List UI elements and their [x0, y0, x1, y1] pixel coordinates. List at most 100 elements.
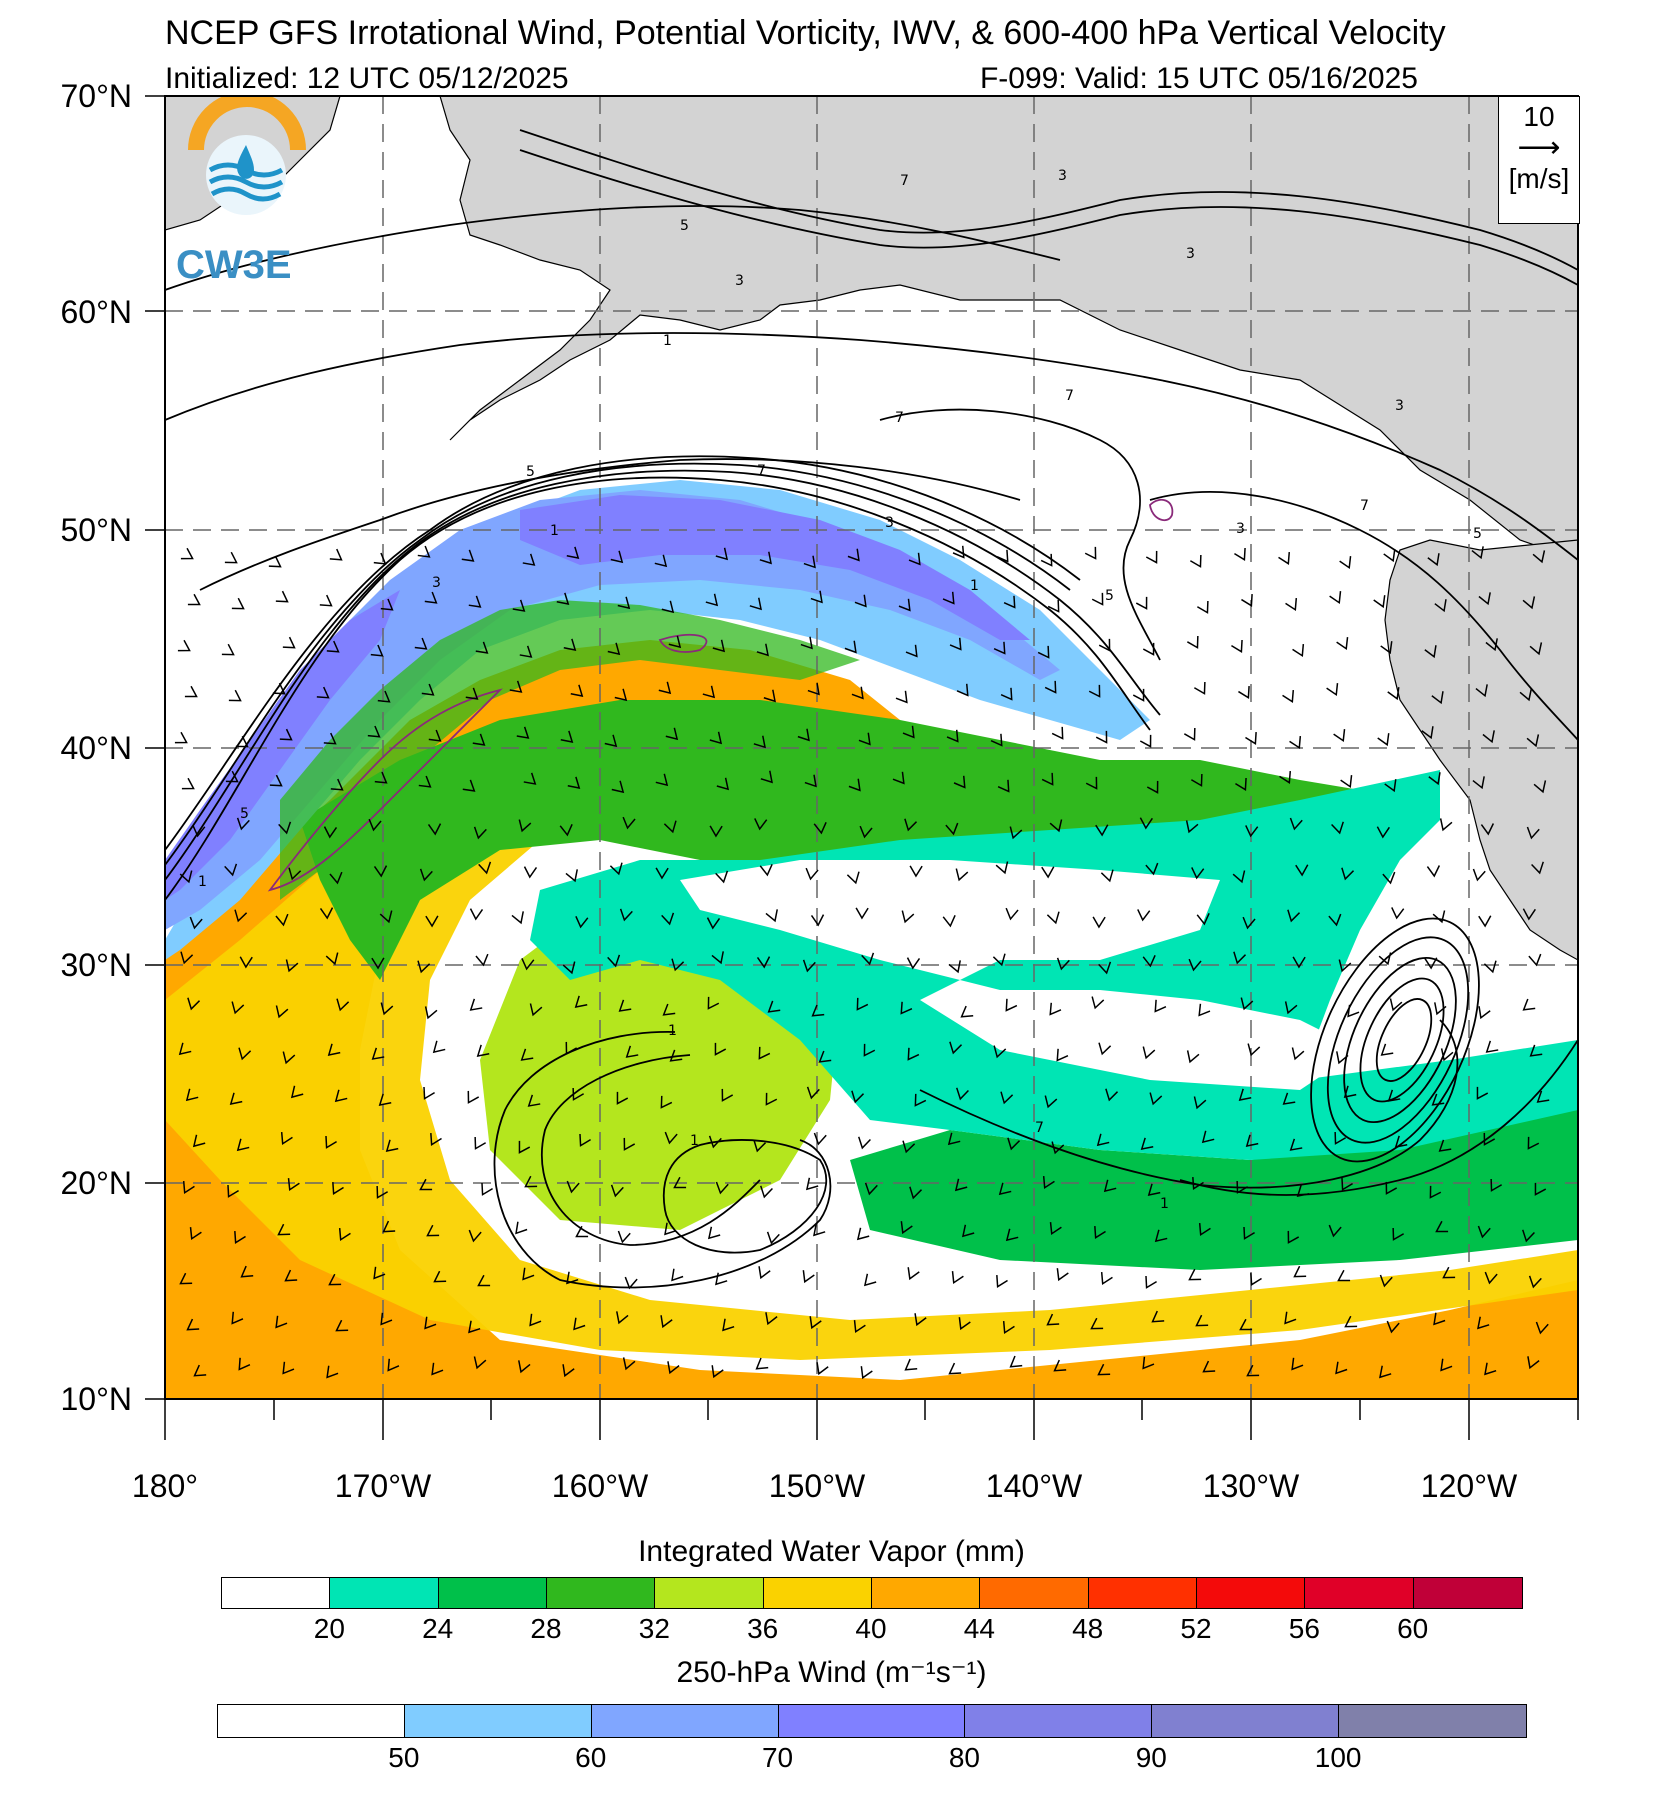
wind-vector-chevron	[240, 1265, 254, 1278]
wind-vector-chevron	[1186, 635, 1199, 649]
wind-vector-chevron	[712, 639, 726, 653]
colorbar-tick-label: 70	[761, 1742, 794, 1773]
wind-vector-chevron	[948, 960, 961, 974]
wind-vector-chevron	[574, 995, 588, 1008]
wind-vector-chevron	[373, 1266, 386, 1280]
wind-vector-chevron	[1247, 1043, 1261, 1057]
wind-vector-chevron	[856, 997, 869, 1011]
wind-vector-chevron	[184, 685, 198, 698]
wind-vector-chevron	[424, 1006, 438, 1020]
wind-vector-chevron	[1533, 780, 1547, 794]
graticule	[165, 96, 1578, 1399]
wind-vector-chevron	[559, 824, 573, 837]
wind-vector-chevron	[231, 1311, 244, 1325]
wind-vector-chevron	[1142, 642, 1155, 656]
vertical-velocity-contours	[493, 917, 1480, 1289]
wind-vector-chevron	[1044, 680, 1057, 694]
wind-vector-chevron	[177, 639, 191, 652]
wind-vector-chevron	[622, 816, 636, 830]
wind-vector-chevron	[1421, 726, 1434, 740]
wind-vector-chevron	[619, 908, 633, 922]
wind-vector-chevron	[807, 682, 820, 696]
wind-vector-chevron	[1291, 1357, 1304, 1371]
wind-vector-chevron	[1145, 862, 1159, 876]
lat-label-20n: 20°N	[60, 1165, 133, 1201]
wind-vector-chevron	[178, 1042, 192, 1056]
wind-vector-chevron	[473, 826, 487, 840]
wind-vector-chevron	[323, 732, 337, 745]
wind-vector-chevron	[417, 960, 431, 974]
wind-vector-chevron	[378, 1093, 392, 1106]
wind-vector-chevron	[1391, 907, 1405, 920]
wind-vector-chevron	[1140, 1137, 1154, 1150]
wind-vector-chevron	[1198, 1003, 1211, 1017]
contour-label: 1	[198, 874, 207, 890]
wind-vector-chevron	[1519, 688, 1533, 702]
wind-vector-chevron	[902, 1140, 916, 1154]
colorbar-tick-label: 60	[575, 1742, 607, 1773]
wind-vector-chevron	[373, 865, 388, 878]
wind-vector-chevron	[609, 862, 623, 876]
wind-vector-chevron	[1005, 998, 1018, 1012]
contour-label: 1	[970, 578, 979, 594]
wind-vector-chevron	[856, 1227, 870, 1241]
wind-vector-chevron	[1429, 1185, 1442, 1199]
wind-vector-chevron	[811, 1004, 825, 1017]
wind-vector-chevron	[1245, 731, 1257, 745]
contour-label: 5	[1105, 588, 1114, 604]
wind-vector-chevron	[1428, 772, 1441, 786]
colorbar-swatch	[438, 1578, 547, 1608]
wind-vector-chevron	[1047, 599, 1060, 613]
wind-vector-chevron	[1100, 1272, 1113, 1286]
colorbar-tick-label: 48	[1072, 1613, 1104, 1644]
wind-vector-chevron	[942, 915, 956, 928]
wind-vector-chevron	[1439, 818, 1453, 832]
wind-vector-chevron	[1003, 595, 1016, 609]
wind-vector-chevron	[610, 1184, 624, 1198]
wind-vector-chevron	[671, 958, 685, 972]
contour-label: 3	[885, 515, 894, 531]
wind-vector-chevron	[658, 681, 672, 695]
wind-vector-chevron	[1238, 685, 1250, 699]
wind-vector-chevron	[1292, 644, 1305, 658]
wind-vector-chevron	[754, 818, 768, 831]
wind-vector-chevron	[316, 686, 330, 699]
wind-vector-chevron	[765, 1312, 778, 1326]
wind-vector-chevron	[334, 1089, 348, 1103]
wind-vector-chevron	[282, 1361, 295, 1375]
wind-colorbar	[217, 1704, 1527, 1738]
wind-vector-chevron	[335, 1319, 349, 1332]
wind-vector-chevron	[282, 636, 296, 649]
wind-vector-chevron	[1392, 1227, 1405, 1241]
wind-vector-chevron	[661, 600, 675, 614]
wind-vector-chevron	[382, 1220, 396, 1233]
colorbar-swatch	[330, 1578, 439, 1608]
wind-vector-chevron	[810, 914, 825, 927]
wind-vector-chevron	[185, 1088, 199, 1102]
wind-vector-chevron	[579, 1133, 591, 1147]
wind-vector-chevron	[660, 1315, 673, 1329]
wind-vector-chevron	[563, 638, 577, 651]
wind-vector-chevron	[192, 825, 206, 838]
wind-vector-chevron	[848, 778, 861, 792]
wind-vector-chevron	[268, 555, 282, 568]
lat-label-10n: 10°N	[60, 1381, 133, 1417]
wind-vector-chevron	[1529, 1044, 1543, 1057]
wind-vector-chevron	[275, 1315, 288, 1329]
iwv-band-36	[165, 740, 1578, 1360]
wind-vector-chevron	[1478, 915, 1492, 928]
wind-vector-chevron	[1231, 639, 1243, 653]
contour-label: 7	[1065, 388, 1074, 404]
wind-vector-chevron	[1526, 826, 1540, 840]
wind-vector-chevron	[515, 1221, 528, 1235]
contour-label: 3	[1236, 521, 1245, 537]
wind-vector-chevron	[424, 591, 438, 604]
wind-vector-chevron	[1531, 861, 1544, 875]
wind-vector-chevron	[618, 999, 632, 1012]
wind-vector-chevron	[1287, 909, 1301, 923]
wind-vector-chevron	[1154, 999, 1167, 1013]
wind-vector-chevron	[765, 909, 778, 923]
contour-label: 7	[1360, 498, 1369, 514]
wind-vector-chevron	[803, 555, 816, 569]
water-drop-logo-icon	[237, 145, 254, 179]
